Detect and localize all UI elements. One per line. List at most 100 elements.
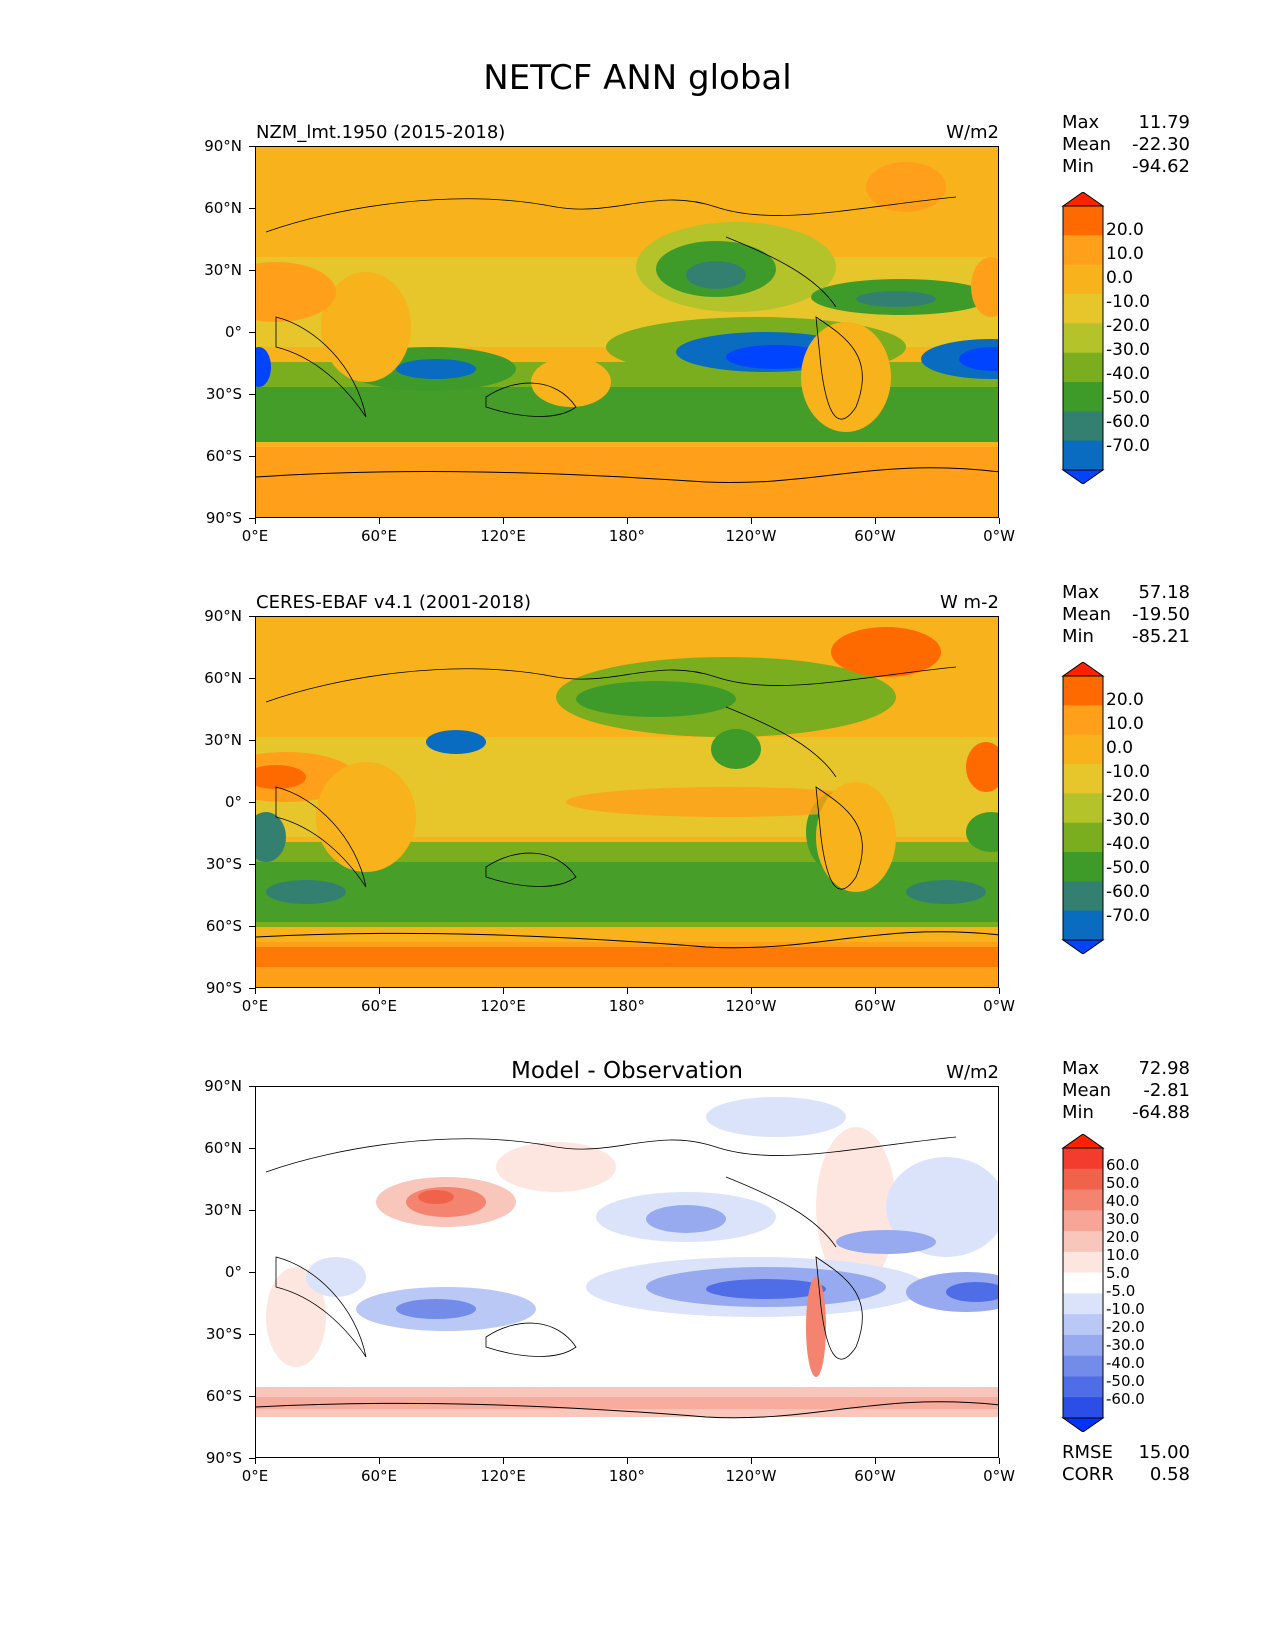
lon-tick-mark <box>875 988 876 994</box>
colorbar-frame <box>1062 1147 1104 1419</box>
colorbar-tick-label: 40.0 <box>1106 1192 1140 1210</box>
colorbar-extend-top <box>1061 662 1105 677</box>
figure-title: NETCF ANN global <box>483 58 792 98</box>
colorbar-tick-label: 10.0 <box>1106 1246 1140 1264</box>
lon-tick-label: 180° <box>608 997 646 1015</box>
colorbar-frame <box>1062 675 1104 941</box>
colorbar-tick-label: 20.0 <box>1106 690 1144 710</box>
colorbar-swatch <box>1063 910 1103 941</box>
lat-tick-mark <box>249 1458 255 1459</box>
colorbar-swatch <box>1063 676 1103 706</box>
lon-tick-mark <box>503 518 504 524</box>
lon-tick-mark <box>875 518 876 524</box>
colorbar-swatch <box>1063 440 1103 471</box>
lat-tick-label: 90°S <box>205 1449 242 1467</box>
lat-tick-label: 30°S <box>205 385 242 403</box>
colorbar-tick-label: -70.0 <box>1106 436 1150 456</box>
colorbar-swatch <box>1063 1376 1103 1398</box>
lon-tick-mark <box>875 1458 876 1464</box>
lat-tick-mark <box>249 740 255 741</box>
colorbar-extend-top <box>1061 1134 1105 1149</box>
colorbar-swatch <box>1063 411 1103 442</box>
lat-tick-mark <box>249 270 255 271</box>
lon-tick-label: 120°E <box>480 527 526 545</box>
lat-tick-mark <box>249 1086 255 1087</box>
panel-title-observation: CERES-EBAF v4.1 (2001-2018) <box>256 592 532 613</box>
colorbar-swatch <box>1063 1251 1103 1274</box>
lon-tick-mark <box>255 1458 256 1464</box>
colorbar-tick-label: -10.0 <box>1106 292 1150 312</box>
lat-tick-label: 60°S <box>205 917 242 935</box>
colorbar-swatch <box>1063 881 1103 912</box>
lat-tick-label: 60°N <box>204 669 242 687</box>
stats-model: Max 11.79 Mean -22.30 Min -94.62 <box>1062 112 1190 177</box>
colorbar-tick-label: -10.0 <box>1106 762 1150 782</box>
colorbar-tick-label: 20.0 <box>1106 220 1144 240</box>
colorbar-tick-label: -60.0 <box>1106 882 1150 902</box>
lon-tick-mark <box>503 1458 504 1464</box>
colorbar-swatch <box>1063 793 1103 824</box>
lat-tick-mark <box>249 456 255 457</box>
lon-tick-label: 180° <box>608 527 646 545</box>
lat-tick-mark <box>249 616 255 617</box>
colorbar-swatch <box>1063 352 1103 383</box>
lat-tick-mark <box>249 1396 255 1397</box>
colorbar-observation <box>1061 662 1105 954</box>
colorbar-tick-label: 60.0 <box>1106 1156 1140 1174</box>
lon-tick-mark <box>999 1458 1000 1464</box>
lat-tick-label: 60°S <box>205 1387 242 1405</box>
error-stats: RMSE 15.00 CORR 0.58 <box>1062 1442 1190 1485</box>
colorbar-swatch <box>1063 1189 1103 1211</box>
colorbar-tick-label: -20.0 <box>1106 316 1150 336</box>
colorbar-tick-label: 10.0 <box>1106 244 1144 264</box>
colorbar-swatch <box>1063 323 1103 354</box>
lat-tick-label: 30°S <box>205 1325 242 1343</box>
lat-tick-label: 30°N <box>204 261 242 279</box>
lat-tick-mark <box>249 988 255 989</box>
lon-tick-mark <box>751 518 752 524</box>
panel-units-model: W/m2 <box>946 122 999 143</box>
lon-tick-mark <box>751 988 752 994</box>
colorbar-tick-label: 20.0 <box>1106 1228 1140 1246</box>
lat-tick-label: 60°N <box>204 1139 242 1157</box>
colorbar-swatch <box>1063 1293 1103 1315</box>
lat-tick-mark <box>249 332 255 333</box>
lon-tick-mark <box>255 988 256 994</box>
lon-tick-mark <box>379 988 380 994</box>
colorbar-swatch <box>1063 705 1103 736</box>
lat-tick-label: 30°N <box>204 731 242 749</box>
colorbar-tick-label: 30.0 <box>1106 1210 1140 1228</box>
lat-tick-label: 90°S <box>205 979 242 997</box>
lon-tick-label: 60°W <box>854 527 896 545</box>
colorbar-tick-label: -40.0 <box>1106 834 1150 854</box>
colorbar-swatch <box>1063 1397 1103 1419</box>
lat-tick-mark <box>249 1272 255 1273</box>
colorbar-swatch <box>1063 1148 1103 1170</box>
lat-tick-mark <box>249 1210 255 1211</box>
lon-tick-label: 0°E <box>241 527 269 545</box>
lon-tick-label: 180° <box>608 1467 646 1485</box>
lon-tick-label: 60°E <box>360 527 398 545</box>
lon-tick-mark <box>627 1458 628 1464</box>
colorbar-swatch <box>1063 1314 1103 1336</box>
lat-tick-label: 60°N <box>204 199 242 217</box>
colorbar-tick-label: -50.0 <box>1106 858 1150 878</box>
colorbar-model <box>1061 192 1105 484</box>
colorbar-tick-label: -60.0 <box>1106 1390 1145 1408</box>
lon-tick-mark <box>999 518 1000 524</box>
lat-tick-mark <box>249 678 255 679</box>
colorbar-tick-label: 5.0 <box>1106 1264 1130 1282</box>
colorbar-tick-label: -5.0 <box>1106 1282 1136 1300</box>
lat-tick-mark <box>249 146 255 147</box>
lon-tick-mark <box>503 988 504 994</box>
lon-tick-mark <box>379 1458 380 1464</box>
lat-tick-label: 90°N <box>204 137 242 155</box>
colorbar-swatch <box>1063 1168 1103 1191</box>
lat-tick-mark <box>249 1148 255 1149</box>
lat-tick-label: 60°S <box>205 447 242 465</box>
map-difference <box>255 1086 999 1458</box>
colorbar-extend-bottom <box>1061 469 1105 484</box>
colorbar-extend-top <box>1061 192 1105 207</box>
colorbar-tick-label: 50.0 <box>1106 1174 1140 1192</box>
colorbar-swatch <box>1063 1334 1103 1357</box>
